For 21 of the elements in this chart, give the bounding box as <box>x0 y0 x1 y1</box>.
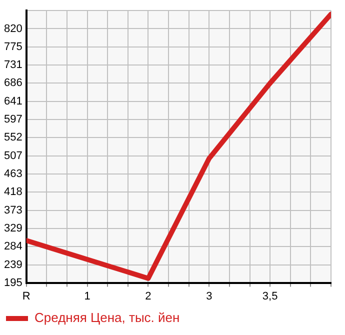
x-tick-label: 1 <box>84 290 90 302</box>
y-tick-label: 597 <box>4 113 22 126</box>
y-tick-label: 820 <box>4 22 22 35</box>
y-tick-label: 641 <box>4 96 22 108</box>
y-tick-label: 507 <box>4 150 22 162</box>
y-tick-label: 731 <box>4 58 22 71</box>
x-tick-label: 3,5 <box>262 290 278 302</box>
x-tick-label: 2 <box>145 290 152 302</box>
x-tick-label: R <box>22 290 30 302</box>
y-tick-label: 418 <box>4 186 22 198</box>
y-tick-label: 463 <box>4 168 22 180</box>
y-tick-label: 373 <box>4 204 22 216</box>
legend-label: Средняя Цена, тыс. йен <box>34 310 180 326</box>
y-tick-label: 195 <box>4 276 22 289</box>
y-tick-label: 329 <box>4 222 22 234</box>
y-tick-label: 775 <box>4 41 22 54</box>
y-tick-label: 239 <box>4 258 22 271</box>
x-tick-label: 3 <box>206 290 212 302</box>
y-tick-label: 686 <box>4 77 22 90</box>
y-tick-label: 552 <box>4 132 22 144</box>
y-tick-label: 284 <box>4 240 22 253</box>
